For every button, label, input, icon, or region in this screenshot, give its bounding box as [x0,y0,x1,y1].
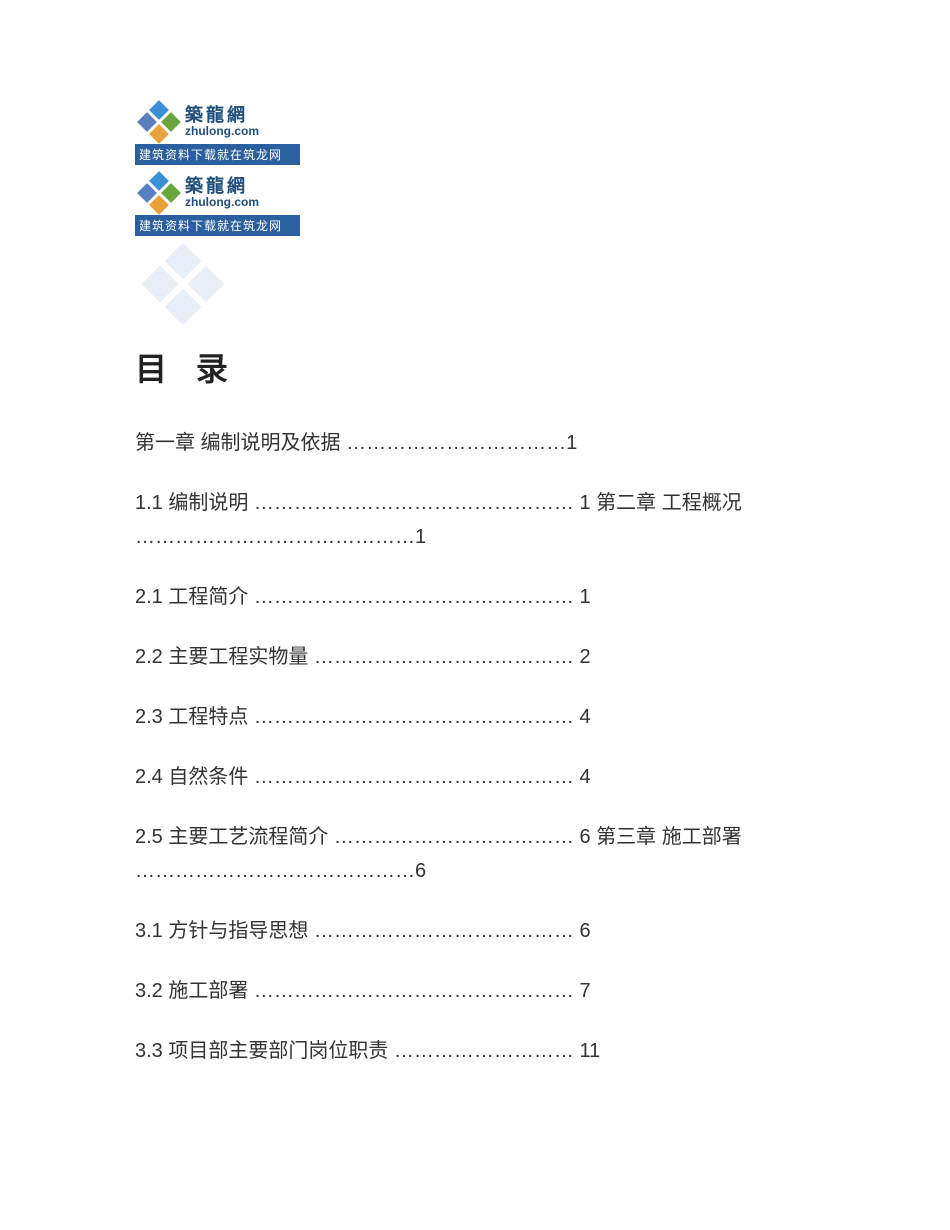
brand-name-cn: 築龍網 [185,177,259,197]
brand-name-en: zhulong.com [185,196,259,209]
toc-entry: 2.1 工程简介 ………………………………………… 1 [135,580,795,614]
toc-title: 目 录 [135,344,830,390]
brand-logo-icon [139,173,179,213]
brand-logo-top: 築龍網 zhulong.com [135,171,300,215]
toc-entry: 2.2 主要工程实物量 ………………………………… 2 [135,640,795,674]
brand-logo-text: 築龍網 zhulong.com [185,177,259,210]
toc-entry: 2.3 工程特点 ………………………………………… 4 [135,700,795,734]
brand-logo: 築龍網 zhulong.com 建筑资料下载就在筑龙网 [135,171,300,236]
watermark-icon [143,244,223,324]
brand-name-en: zhulong.com [185,125,259,138]
toc-entry: 1.1 编制说明 ………………………………………… 1 第二章 工程概况 ………… [135,486,795,554]
brand-logo-icon [139,102,179,142]
toc-entry: 2.4 自然条件 ………………………………………… 4 [135,760,795,794]
brand-tagline: 建筑资料下载就在筑龙网 [135,215,300,236]
brand-tagline: 建筑资料下载就在筑龙网 [135,144,300,165]
toc-list: 第一章 编制说明及依据 ……………………………1 1.1 编制说明 ………………… [135,426,830,1068]
brand-logo-text: 築龍網 zhulong.com [185,106,259,139]
toc-entry: 第一章 编制说明及依据 ……………………………1 [135,426,795,460]
toc-entry: 2.5 主要工艺流程简介 ……………………………… 6 第三章 施工部署 ………… [135,820,795,888]
brand-logo: 築龍網 zhulong.com 建筑资料下载就在筑龙网 [135,100,300,165]
toc-entry: 3.2 施工部署 ………………………………………… 7 [135,974,795,1008]
brand-name-cn: 築龍網 [185,106,259,126]
toc-entry: 3.1 方针与指导思想 ………………………………… 6 [135,914,795,948]
toc-entry: 3.3 项目部主要部门岗位职责 ……………………… 11 [135,1034,795,1068]
brand-logo-top: 築龍網 zhulong.com [135,100,300,144]
